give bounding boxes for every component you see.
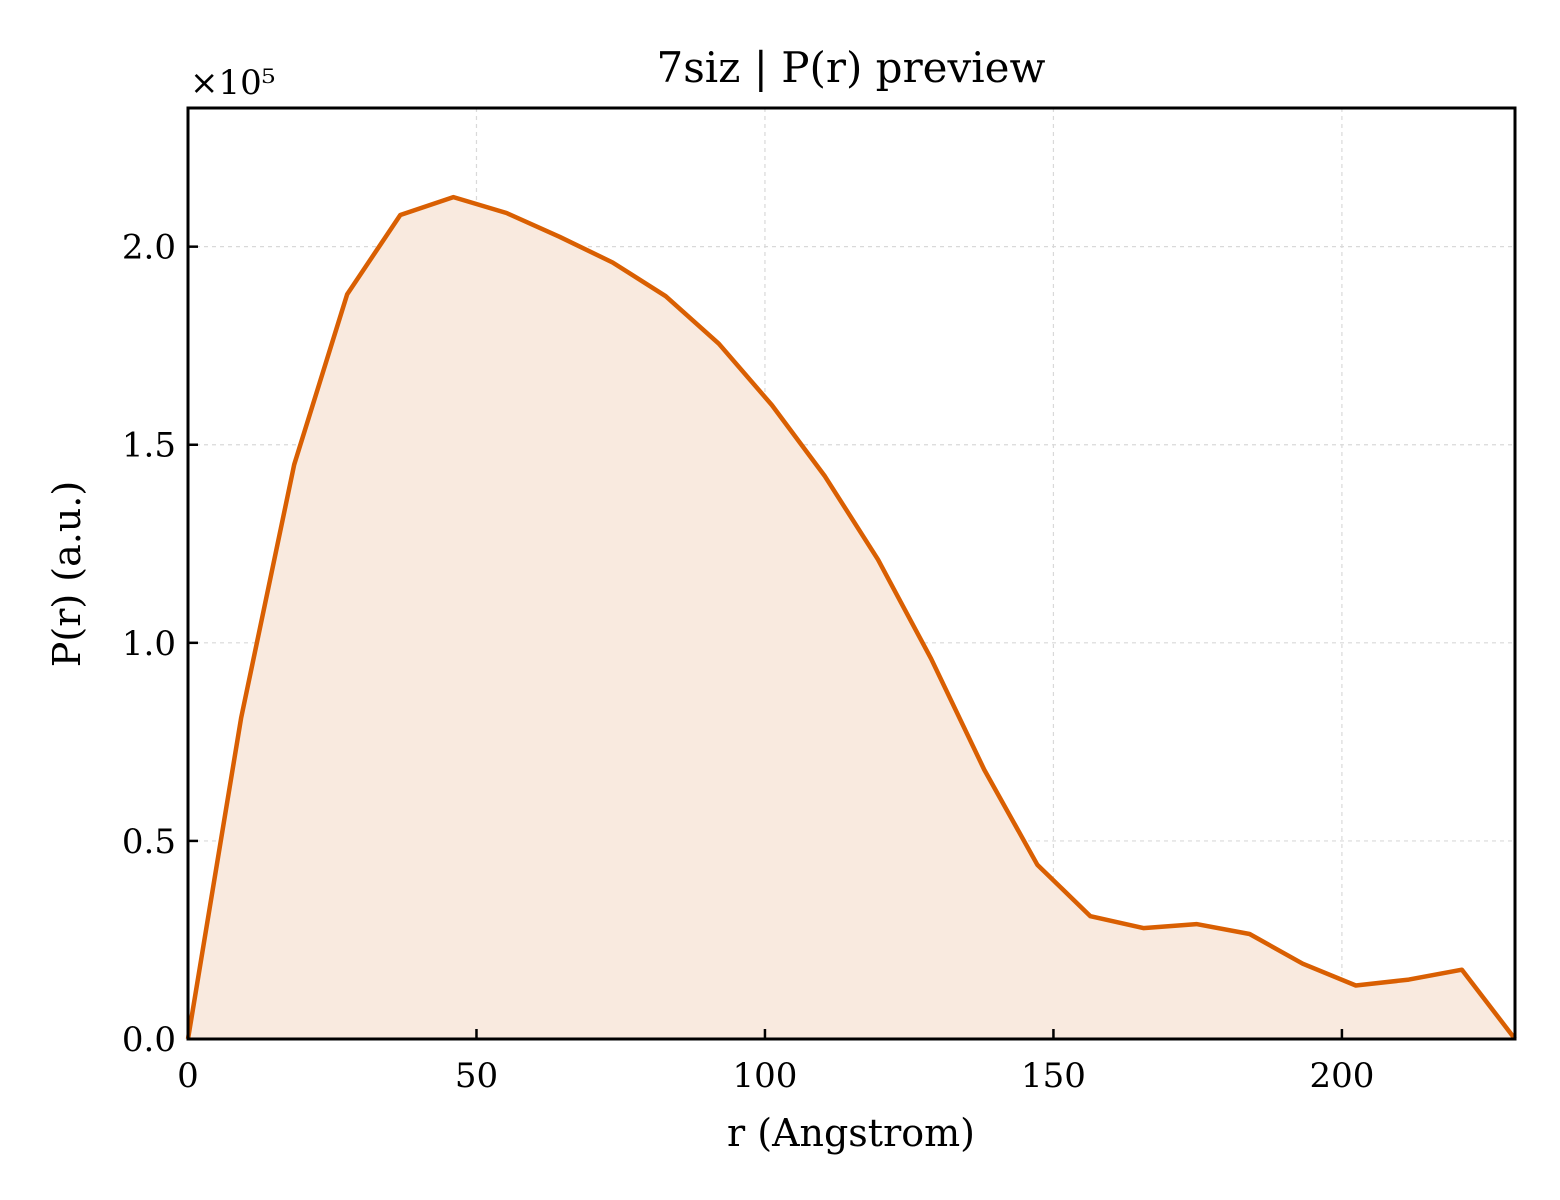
y-tick-label: 0.0 xyxy=(122,1020,176,1060)
x-tick-label: 150 xyxy=(1021,1056,1086,1096)
y-tick-label: 1.0 xyxy=(122,624,176,664)
y-axis-label: P(r) (a.u.) xyxy=(45,481,89,667)
pr-area-fill xyxy=(188,197,1515,1040)
x-axis-label: r (Angstrom) xyxy=(727,1111,975,1155)
x-tick-label: 50 xyxy=(455,1056,498,1096)
y-tick-label: 2.0 xyxy=(122,228,176,268)
axis-ticks: 0 50 100 150 200 0.0 0.5 1.0 1.5 2.0 xyxy=(122,228,1374,1096)
y-axis-offset-label: ×10⁵ xyxy=(190,63,275,103)
y-tick-label: 0.5 xyxy=(122,822,176,862)
pr-series-line xyxy=(185,194,1517,1041)
x-tick-label: 200 xyxy=(1309,1056,1374,1096)
chart-title: 7siz | P(r) preview xyxy=(657,43,1046,92)
plot-frame xyxy=(186,106,1517,1041)
x-tick-label: 100 xyxy=(733,1056,798,1096)
x-tick-label: 0 xyxy=(177,1056,199,1096)
y-tick-label: 1.5 xyxy=(122,426,176,466)
